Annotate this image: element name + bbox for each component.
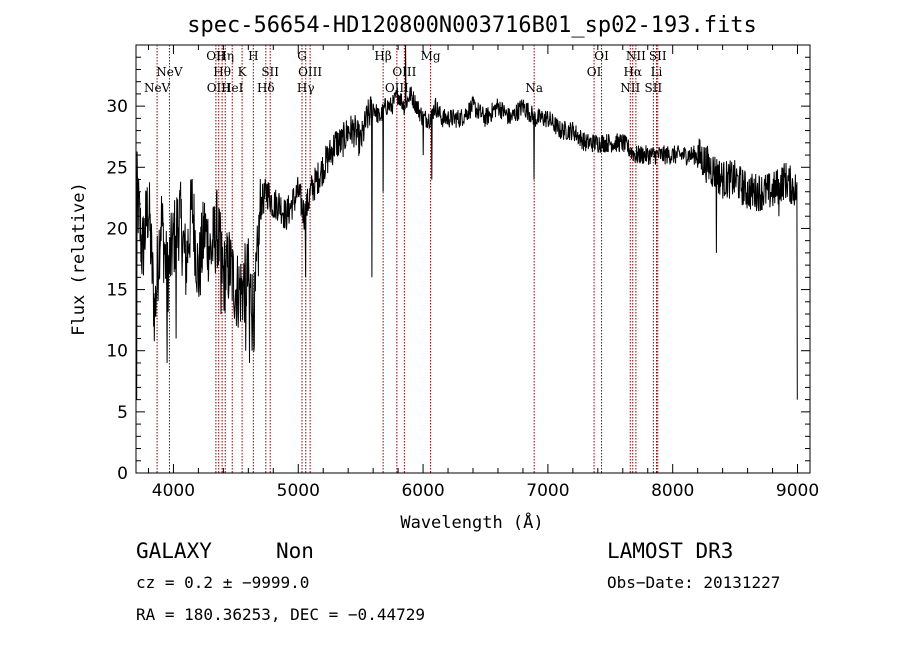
y-tick-label: 10 [106, 342, 128, 362]
line-label: OI [587, 65, 602, 79]
redshift-text: cz = 0.2 ± −9999.0 [136, 573, 309, 592]
line-label: Li [651, 65, 663, 79]
ra-dec-text: RA = 180.36253, DEC = −0.44729 [136, 605, 425, 624]
y-axis-ticks: 0 5 10 15 20 25 30 [106, 56, 810, 484]
line-label: Hγ [297, 81, 315, 95]
line-label: G [297, 49, 307, 63]
line-label: H [248, 49, 258, 63]
line-label: NII [626, 49, 646, 63]
x-tick-label: 9000 [776, 481, 819, 501]
y-tick-label: 0 [117, 464, 128, 484]
y-tick-label: 5 [117, 403, 128, 423]
observation-date: Obs−Date: 20131227 [607, 573, 780, 592]
y-axis-label: Flux (relative) [69, 182, 89, 336]
line-label: NeV [144, 81, 171, 95]
x-tick-label: 6000 [401, 481, 444, 501]
line-label: K [238, 65, 248, 79]
line-label: Hα [623, 65, 642, 79]
x-tick-label: 5000 [277, 481, 320, 501]
object-subclass: Non [276, 539, 314, 563]
x-axis-label: Wavelength (Å) [400, 511, 543, 533]
y-tick-label: 30 [106, 97, 128, 117]
emission-line-labels: NeVNeVOIIOIIIHθHηHeIKHHδSIIGHγOIIIHβOIII… [144, 49, 667, 95]
line-label: Hβ [374, 49, 391, 63]
line-label: OIII [392, 65, 416, 79]
line-label: Mg [421, 49, 441, 63]
x-axis-ticks: 4000 5000 6000 7000 8000 9000 [147, 45, 819, 501]
line-label: Hθ [213, 65, 231, 79]
line-label: Na [525, 81, 543, 95]
line-label: OI [594, 49, 609, 63]
line-label: OII [206, 49, 226, 63]
line-label: OIII [298, 65, 322, 79]
y-tick-label: 15 [106, 281, 128, 301]
line-label: OIII [207, 81, 231, 95]
chart-title: spec-56654-HD120800N003716B01_sp02-193.f… [187, 13, 757, 38]
line-label: SII [261, 65, 279, 79]
survey-name: LAMOST DR3 [607, 539, 733, 563]
line-label: SII [649, 49, 667, 63]
line-label: NII [620, 81, 640, 95]
spectrum-trace [135, 44, 798, 400]
line-label: SII [645, 81, 663, 95]
line-label: NeV [156, 65, 183, 79]
line-label: Hη [216, 49, 234, 63]
spectrum-line [135, 44, 798, 400]
line-label: Hδ [257, 81, 275, 95]
object-class: GALAXY [136, 539, 212, 563]
y-tick-label: 25 [106, 158, 128, 178]
y-tick-label: 20 [106, 219, 128, 239]
x-tick-label: 8000 [651, 481, 694, 501]
line-label: HeI [221, 81, 244, 95]
x-tick-label: 4000 [152, 481, 195, 501]
x-tick-label: 7000 [526, 481, 569, 501]
